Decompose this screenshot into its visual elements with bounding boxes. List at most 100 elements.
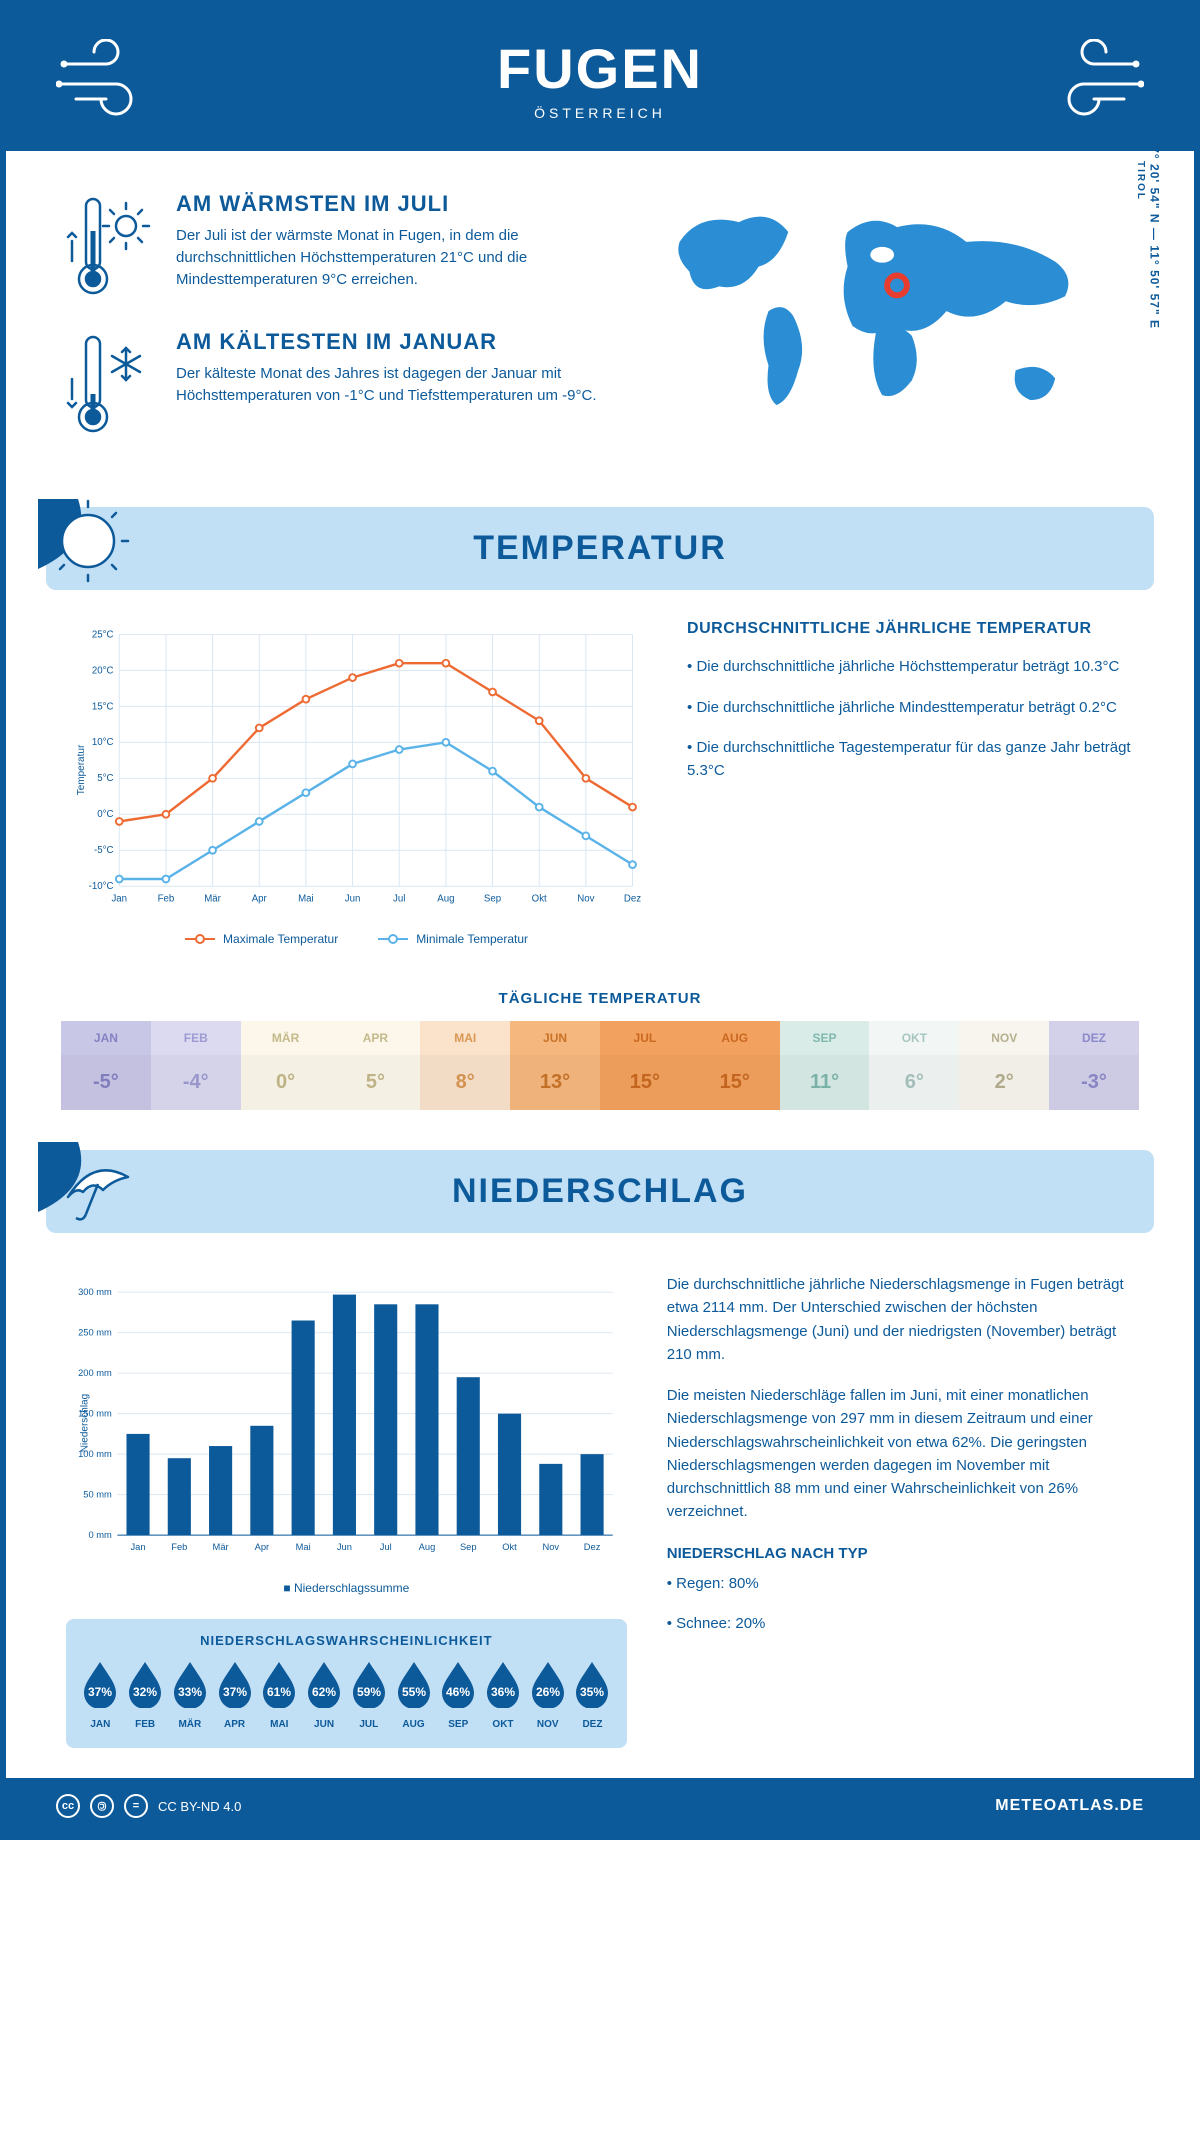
temp-info-item: • Die durchschnittliche Tagestemperatur … [687, 737, 1134, 782]
svg-text:61%: 61% [267, 1685, 291, 1699]
footer-site: METEOATLAS.DE [995, 1797, 1144, 1815]
prob-cell: 62% JUN [302, 1660, 347, 1730]
svg-text:Dez: Dez [584, 1542, 601, 1552]
svg-text:20°C: 20°C [92, 665, 114, 676]
thermometer-hot-icon [66, 191, 156, 301]
legend-max: Maximale Temperatur [223, 932, 338, 946]
footer: cc 🄯 = CC BY-ND 4.0 METEOATLAS.DE [6, 1778, 1194, 1834]
world-map [640, 191, 1134, 451]
precip-legend: Niederschlagssumme [66, 1581, 627, 1595]
svg-text:Jul: Jul [393, 894, 405, 905]
temp-banner-title: TEMPERATUR [46, 529, 1154, 568]
drop-icon: 37% [216, 1660, 254, 1708]
cc-icon: cc [56, 1794, 80, 1818]
warmest-block: AM WÄRMSTEN IM JULI Der Juli ist der wär… [66, 191, 610, 301]
drop-icon: 32% [126, 1660, 164, 1708]
daily-temp-cell: DEZ -3° [1049, 1021, 1139, 1110]
wind-icon-right [1024, 39, 1144, 119]
svg-text:Aug: Aug [419, 1542, 436, 1552]
legend-min: Minimale Temperatur [416, 932, 528, 946]
header: FUGEN ÖSTERREICH [6, 6, 1194, 151]
coordinates: 47° 20' 54" N — 11° 50' 57" E [1147, 139, 1161, 329]
svg-text:25°C: 25°C [92, 629, 114, 640]
svg-text:50 mm: 50 mm [83, 1489, 112, 1499]
drop-icon: 59% [350, 1660, 388, 1708]
svg-text:Jan: Jan [131, 1542, 146, 1552]
drop-icon: 55% [395, 1660, 433, 1708]
svg-text:46%: 46% [446, 1685, 470, 1699]
svg-text:33%: 33% [178, 1685, 202, 1699]
svg-text:Nov: Nov [543, 1542, 560, 1552]
svg-text:250 mm: 250 mm [78, 1327, 112, 1337]
precip-banner-title: NIEDERSCHLAG [46, 1172, 1154, 1211]
prob-title: NIEDERSCHLAGSWAHRSCHEINLICHKEIT [78, 1633, 615, 1648]
daily-temp-cell: FEB -4° [151, 1021, 241, 1110]
svg-text:Mär: Mär [204, 894, 221, 905]
temp-line-chart: Temperatur -10°C-5°C0°C5°C10°C15°C20°C25… [66, 620, 647, 920]
daily-temp-cell: SEP 11° [780, 1021, 870, 1110]
wind-icon-left [56, 39, 176, 119]
svg-text:Apr: Apr [255, 1542, 270, 1552]
temp-legend: Maximale Temperatur Minimale Temperatur [66, 932, 647, 946]
warmest-text: Der Juli ist der wärmste Monat in Fugen,… [176, 225, 610, 290]
prob-cell: 37% APR [212, 1660, 257, 1730]
intro-section: AM WÄRMSTEN IM JULI Der Juli ist der wär… [6, 151, 1194, 497]
daily-temp-cell: NOV 2° [959, 1021, 1049, 1110]
drop-icon: 62% [305, 1660, 343, 1708]
daily-temp-cell: JAN -5° [61, 1021, 151, 1110]
coldest-block: AM KÄLTESTEN IM JANUAR Der kälteste Mona… [66, 329, 610, 439]
svg-text:Okt: Okt [502, 1542, 517, 1552]
svg-text:Aug: Aug [437, 894, 454, 905]
page: FUGEN ÖSTERREICH [0, 0, 1200, 1840]
daily-temp-cell: JUL 15° [600, 1021, 690, 1110]
temp-body: Temperatur -10°C-5°C0°C5°C10°C15°C20°C25… [6, 620, 1194, 966]
umbrella-icon [38, 1142, 148, 1232]
temp-y-label: Temperatur [76, 745, 87, 796]
prob-cell: 36% OKT [481, 1660, 526, 1730]
coldest-title: AM KÄLTESTEN IM JANUAR [176, 329, 610, 355]
drop-icon: 46% [439, 1660, 477, 1708]
region-label: TIROL [1135, 161, 1146, 201]
svg-text:62%: 62% [312, 1685, 336, 1699]
svg-text:200 mm: 200 mm [78, 1368, 112, 1378]
prob-cell: 35% DEZ [570, 1660, 615, 1730]
prob-cell: 32% FEB [123, 1660, 168, 1730]
svg-text:Jan: Jan [111, 894, 127, 905]
svg-text:0°C: 0°C [97, 809, 113, 820]
prob-cell: 33% MÄR [167, 1660, 212, 1730]
daily-temp-cell: MÄR 0° [241, 1021, 331, 1110]
precip-body: Niederschlag 0 mm50 mm100 mm150 mm200 mm… [6, 1263, 1194, 1778]
thermometer-cold-icon [66, 329, 156, 439]
drop-icon: 37% [81, 1660, 119, 1708]
precip-text-1: Die durchschnittliche jährliche Niedersc… [667, 1273, 1134, 1366]
drop-icon: 26% [529, 1660, 567, 1708]
svg-text:Feb: Feb [158, 894, 175, 905]
svg-text:-10°C: -10°C [89, 881, 114, 892]
svg-text:Nov: Nov [577, 894, 594, 905]
svg-text:Mai: Mai [296, 1542, 311, 1552]
svg-text:32%: 32% [133, 1685, 157, 1699]
sun-icon [38, 499, 148, 589]
prob-cell: 61% MAI [257, 1660, 302, 1730]
drop-icon: 35% [573, 1660, 611, 1708]
svg-text:Sep: Sep [460, 1542, 477, 1552]
page-subtitle: ÖSTERREICH [497, 105, 703, 121]
daily-temp-title: TÄGLICHE TEMPERATUR [6, 990, 1194, 1007]
nd-icon: = [124, 1794, 148, 1818]
svg-text:0 mm: 0 mm [88, 1530, 112, 1540]
temp-info-item: • Die durchschnittliche jährliche Mindes… [687, 697, 1134, 720]
precip-banner: NIEDERSCHLAG [46, 1150, 1154, 1233]
svg-text:37%: 37% [223, 1685, 247, 1699]
svg-text:55%: 55% [401, 1685, 425, 1699]
warmest-title: AM WÄRMSTEN IM JULI [176, 191, 610, 217]
coldest-text: Der kälteste Monat des Jahres ist dagege… [176, 363, 610, 407]
temp-banner: TEMPERATUR [46, 507, 1154, 590]
svg-text:37%: 37% [88, 1685, 112, 1699]
precip-type-item: • Regen: 80% [667, 1573, 1134, 1596]
prob-cell: 26% NOV [525, 1660, 570, 1730]
svg-text:300 mm: 300 mm [78, 1287, 112, 1297]
daily-temp-cell: APR 5° [330, 1021, 420, 1110]
prob-box: NIEDERSCHLAGSWAHRSCHEINLICHKEIT 37% JAN … [66, 1619, 627, 1748]
precip-type-title: NIEDERSCHLAG NACH TYP [667, 1542, 1134, 1565]
drop-icon: 36% [484, 1660, 522, 1708]
